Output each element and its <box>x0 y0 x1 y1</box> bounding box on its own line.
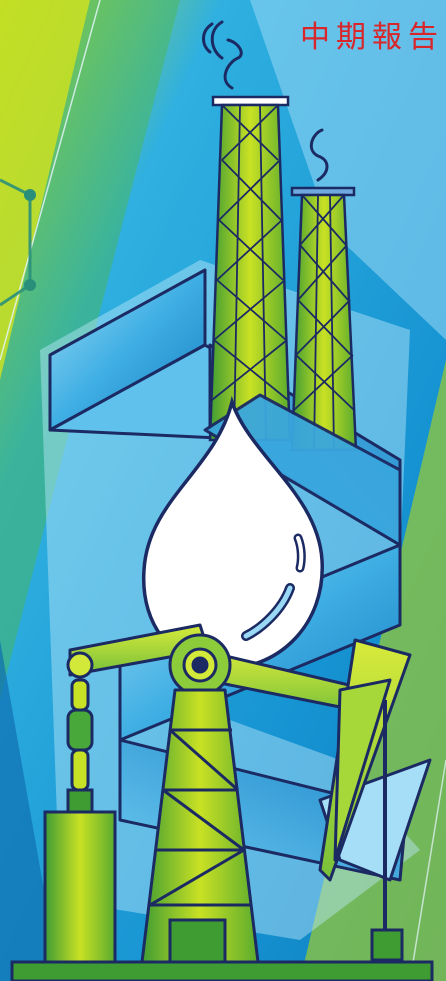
background-line <box>409 759 446 981</box>
smoke-icon <box>202 22 214 54</box>
circuit-node <box>24 279 36 291</box>
circuit-decoration <box>0 178 32 307</box>
smokestack <box>290 186 358 452</box>
ribbon-arrow <box>203 393 402 547</box>
pump-base-block <box>43 810 117 964</box>
smoke-icon <box>223 38 243 90</box>
report-title: 中期報告 <box>300 20 444 55</box>
pump-door <box>168 918 227 964</box>
smokestack-lattice <box>293 194 355 451</box>
oil-drop-highlight <box>296 536 304 570</box>
circuit-node <box>24 189 36 201</box>
smokestack-lattice <box>211 104 289 441</box>
smoke-icon <box>309 128 329 182</box>
background-line <box>0 0 101 361</box>
background-shard <box>0 0 90 380</box>
pump-derrick-bracing <box>149 728 250 907</box>
background-shard <box>250 0 446 340</box>
oil-drop-highlight <box>243 585 293 639</box>
ground-bar <box>10 960 434 981</box>
smokestack <box>208 95 292 442</box>
pump-chain <box>66 678 94 814</box>
pump-wellhead <box>370 928 404 962</box>
smoke-icon <box>210 20 224 60</box>
